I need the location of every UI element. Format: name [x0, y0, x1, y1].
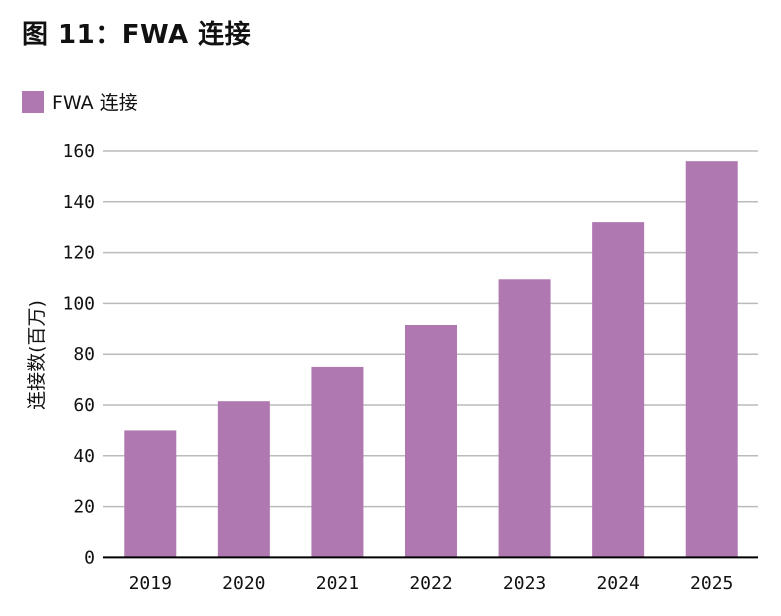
x-tick-label: 2019 — [129, 573, 172, 594]
bar-2020 — [217, 401, 270, 558]
y-tick-label: 80 — [73, 344, 95, 365]
bar-2023 — [498, 279, 551, 558]
legend-swatch — [22, 90, 44, 113]
y-tick-label: 0 — [84, 547, 95, 568]
x-tick-label: 2025 — [690, 573, 733, 594]
bar-2022 — [405, 324, 457, 558]
y-tick-label: 160 — [62, 141, 95, 162]
y-tick-label: 120 — [62, 243, 95, 264]
y-tick-label: 100 — [62, 293, 95, 314]
bar-2019 — [124, 430, 177, 558]
bar-2025 — [685, 161, 738, 558]
x-tick-label: 2023 — [503, 573, 546, 594]
y-tick-label: 140 — [62, 192, 95, 213]
bar-2021 — [311, 366, 364, 558]
y-tick-label: 60 — [73, 395, 95, 416]
y-tick-label: 40 — [73, 446, 95, 467]
x-tick-label: 2022 — [409, 573, 452, 594]
y-axis-label: 连接数(百万) — [26, 300, 48, 410]
y-tick-label: 20 — [73, 497, 95, 518]
bar-2024 — [592, 222, 645, 558]
chart-title: 图 11：FWA 连接 — [22, 20, 252, 50]
legend-label: FWA 连接 — [52, 92, 138, 114]
legend: FWA 连接 — [22, 88, 138, 115]
x-tick-label: 2024 — [596, 573, 639, 594]
x-tick-label: 2020 — [222, 573, 265, 594]
x-tick-label: 2021 — [316, 573, 359, 594]
